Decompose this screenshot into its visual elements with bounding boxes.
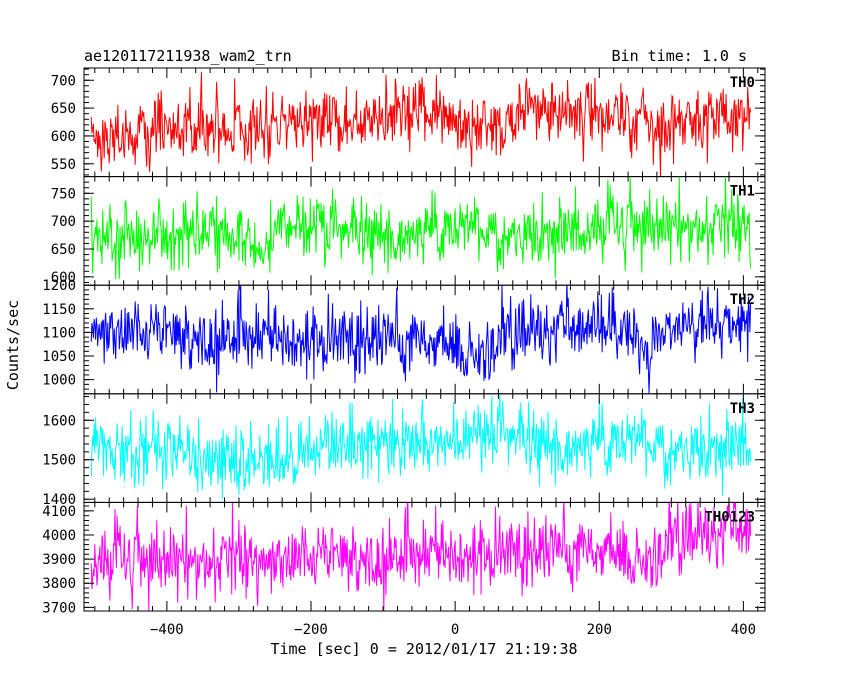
x-tick-label: 200 xyxy=(587,622,612,638)
y-tick-label: 4100 xyxy=(42,504,76,520)
y-tick-label: 1200 xyxy=(42,278,76,294)
panel-label-th3: TH3 xyxy=(730,401,755,417)
panel-th3: 1400 1500 1600 TH3 xyxy=(42,393,766,508)
panel-label-th0: TH0 xyxy=(730,75,755,91)
panel-th0123: 3700 3800 3900 4000 4100 TH0123 xyxy=(42,501,766,616)
y-tick-label: 1050 xyxy=(42,349,76,365)
y-tick-label: 600 xyxy=(51,270,76,286)
x-axis-title: Time [sec] 0 = 2012/01/17 21:19:38 xyxy=(270,640,577,658)
x-tick-label: 400 xyxy=(731,622,756,638)
y-tick-label: 600 xyxy=(51,129,76,145)
y-tick-label: 4000 xyxy=(42,528,76,544)
y-tick-label: 3800 xyxy=(42,576,76,592)
panel-th1: 600 650 700 750 TH1 xyxy=(51,176,766,286)
bin-time-label: Bin time: 1.0 s xyxy=(612,47,747,65)
y-tick-label: 3900 xyxy=(42,552,76,568)
panel-th0: 550 600 650 700 TH0 xyxy=(51,67,766,178)
x-tick-label: −200 xyxy=(294,622,328,638)
y-tick-label: 1100 xyxy=(42,325,76,341)
y-tick-label: 700 xyxy=(51,214,76,230)
y-tick-label: 1500 xyxy=(42,453,76,469)
series-line-th2 xyxy=(90,285,752,393)
series-line-th0 xyxy=(90,71,752,177)
series-line-th3 xyxy=(90,393,752,500)
y-tick-label: 1150 xyxy=(42,302,76,318)
panel-frame xyxy=(83,501,766,612)
panel-label-th2: TH2 xyxy=(730,292,755,308)
x-tick-label: −400 xyxy=(150,622,184,638)
y-tick-label: 650 xyxy=(51,242,76,258)
y-tick-label: 700 xyxy=(51,73,76,89)
panel-label-th0123: TH0123 xyxy=(704,509,755,525)
y-axis-title: Counts/sec xyxy=(4,300,22,390)
y-tick-label: 1600 xyxy=(42,413,76,429)
panel-th2: 1000 1050 1100 1150 1200 TH2 xyxy=(42,278,766,395)
y-tick-label: 750 xyxy=(51,186,76,202)
y-tick-label: 3700 xyxy=(42,600,76,616)
y-tick-label: 550 xyxy=(51,157,76,173)
series-line-th1 xyxy=(90,176,752,280)
y-tick-label: 1400 xyxy=(42,492,76,508)
x-tick-label: 0 xyxy=(451,622,459,638)
y-tick-label: 1000 xyxy=(42,373,76,389)
panel-label-th1: TH1 xyxy=(730,184,755,200)
y-tick-label: 650 xyxy=(51,101,76,117)
series-line-th0123 xyxy=(90,502,752,611)
panels-group: 550 600 650 700 TH0 600 650 700 750 TH1 1000 1050 11… xyxy=(42,67,766,638)
chart-title: ae120117211938_wam2_trn xyxy=(84,47,292,65)
